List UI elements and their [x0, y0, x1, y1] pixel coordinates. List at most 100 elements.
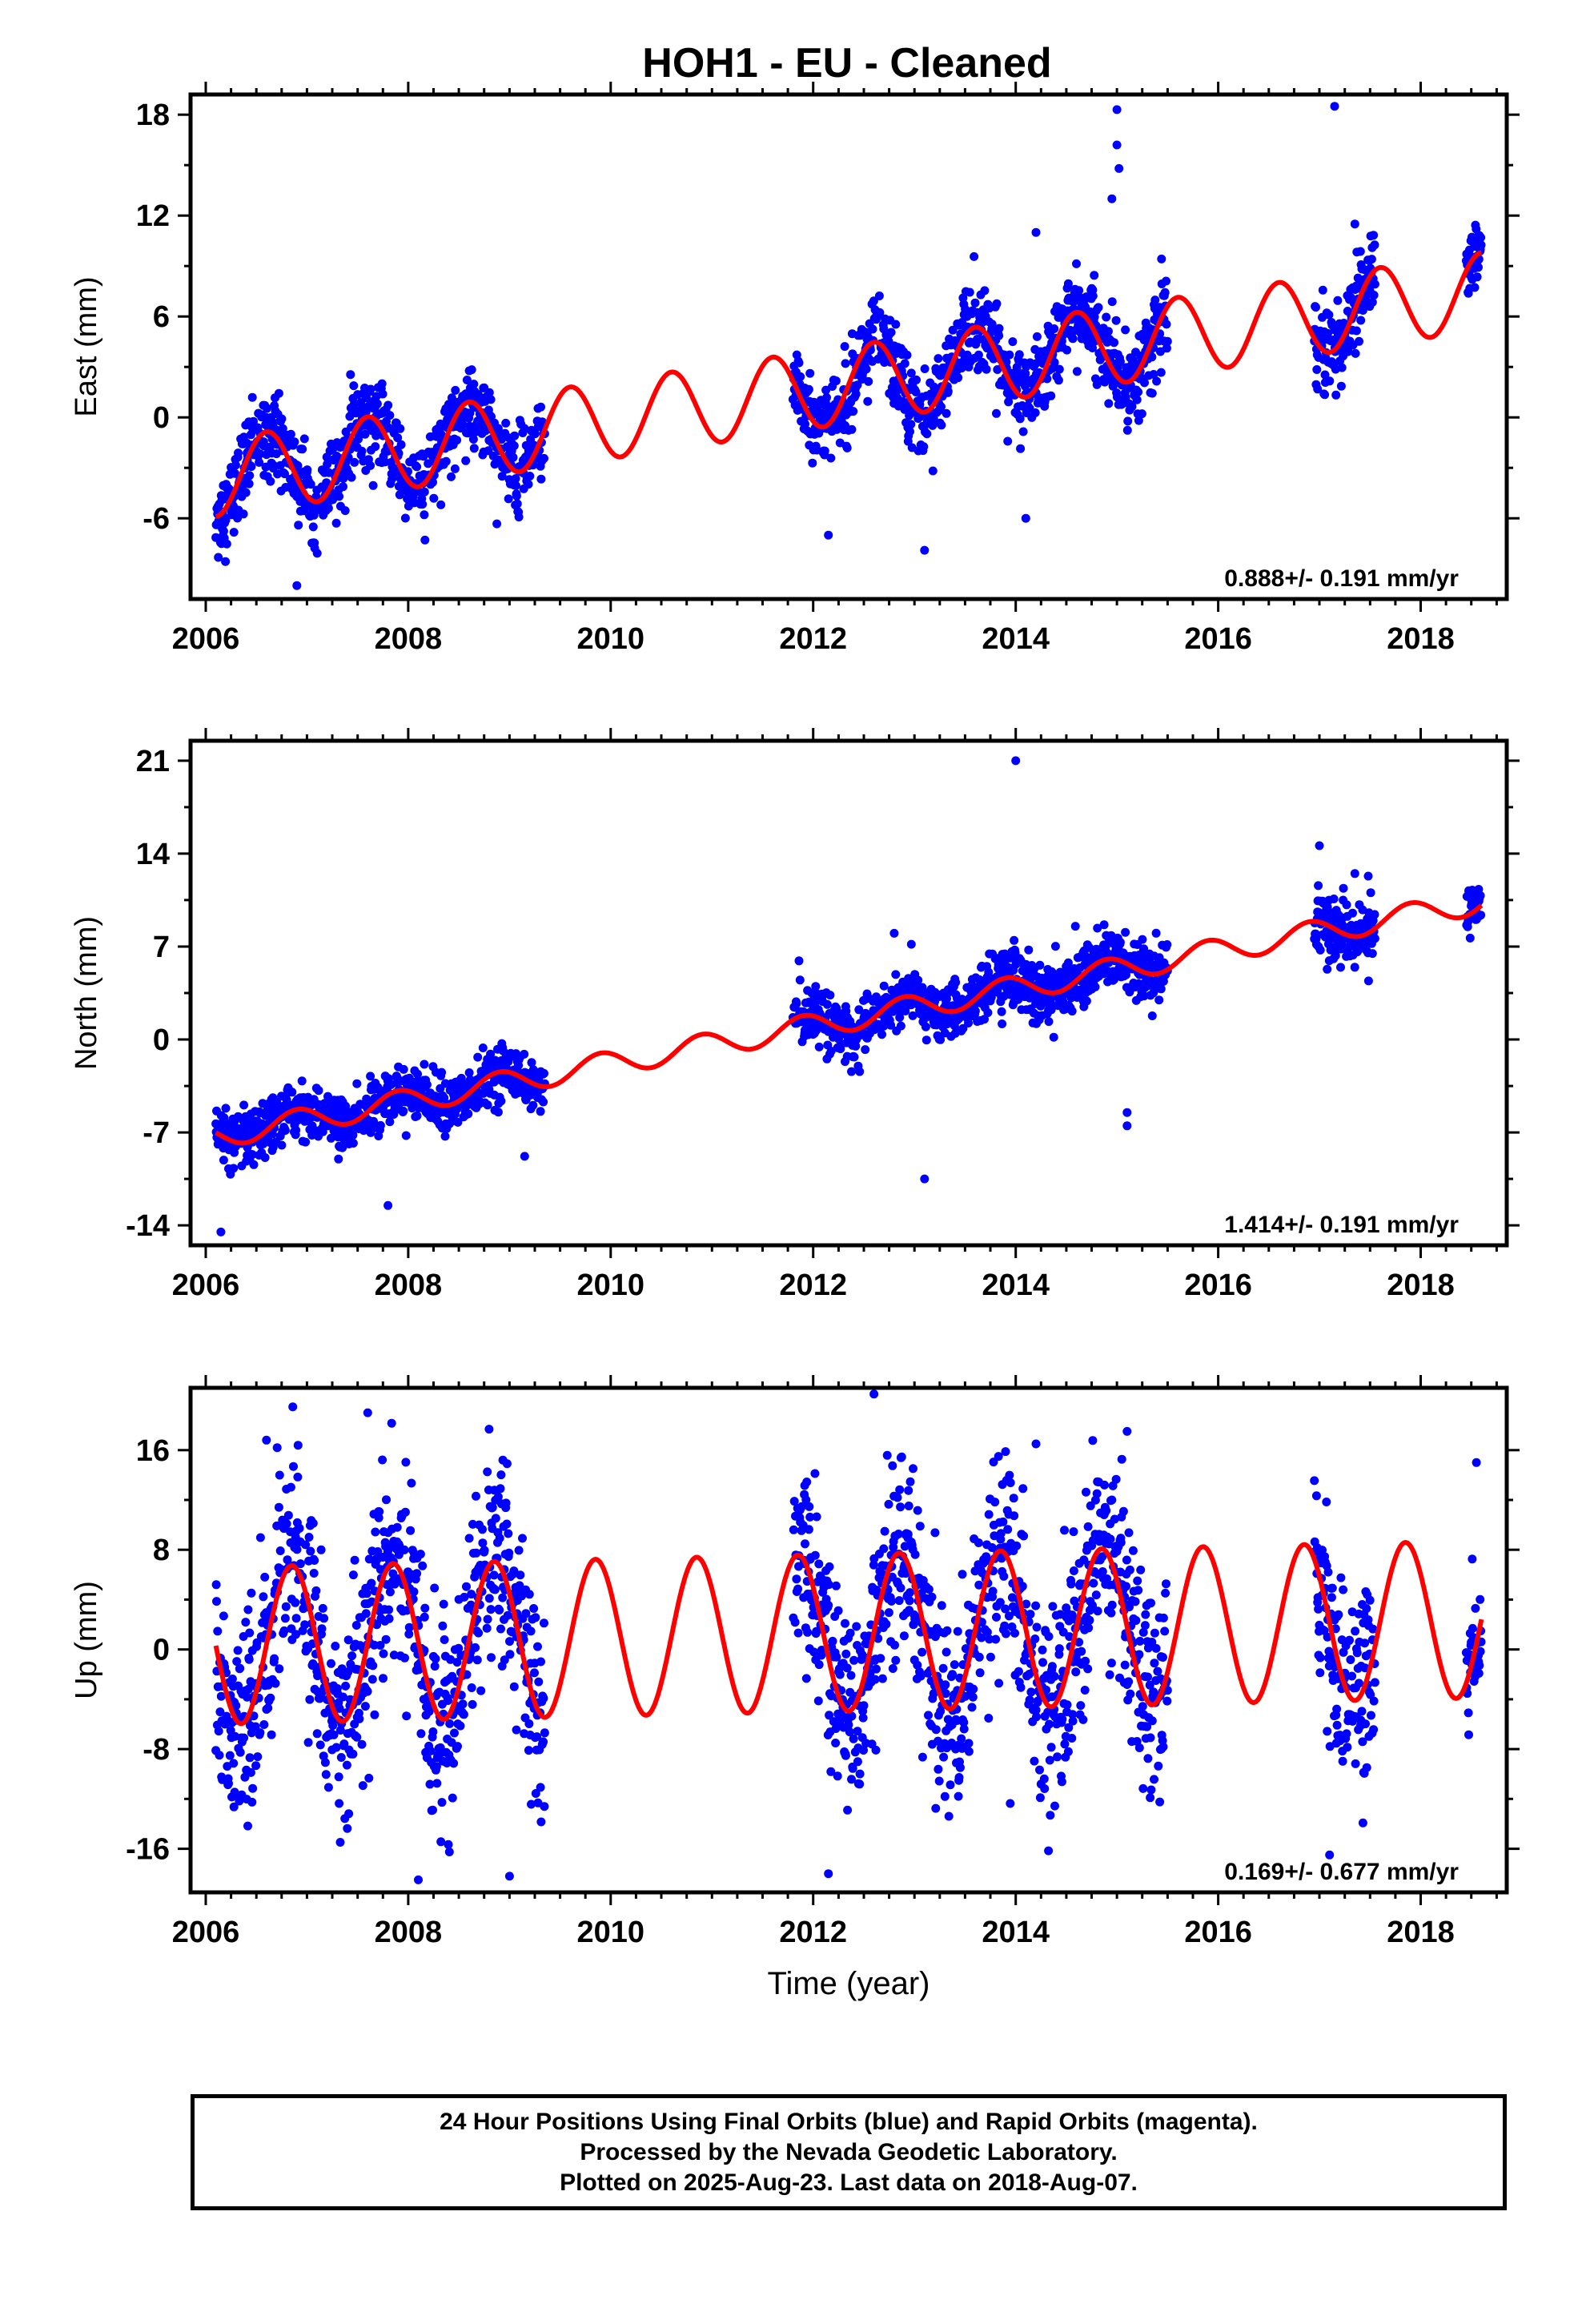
- x-tick-label: 2010: [577, 622, 645, 656]
- x-tick-label: 2012: [779, 1269, 847, 1302]
- data-point: [313, 1671, 323, 1681]
- data-point: [1140, 378, 1149, 388]
- data-point: [247, 392, 257, 402]
- data-point: [283, 1510, 293, 1520]
- data-point: [335, 492, 344, 501]
- data-point: [991, 1634, 1001, 1644]
- data-point: [992, 408, 1001, 418]
- data-point: [1134, 388, 1143, 396]
- data-point: [504, 1529, 513, 1538]
- data-point: [231, 460, 240, 470]
- data-point: [524, 1746, 533, 1755]
- data-point: [931, 1803, 941, 1813]
- data-point: [1011, 1602, 1021, 1612]
- data-point: [371, 442, 380, 452]
- data-point: [1149, 370, 1158, 379]
- data-point: [901, 1007, 910, 1015]
- data-point: [1082, 996, 1091, 1006]
- data-point: [905, 1596, 914, 1606]
- data-point-outlier: [1350, 869, 1359, 879]
- data-point: [514, 1546, 524, 1555]
- data-point: [853, 1727, 862, 1736]
- data-point: [1068, 334, 1078, 344]
- data-point: [424, 459, 433, 468]
- data-point: [216, 1691, 226, 1701]
- data-point: [1151, 928, 1161, 938]
- data-point: [1002, 1629, 1010, 1638]
- x-tick-label: 2010: [577, 1269, 645, 1302]
- data-point: [915, 1522, 925, 1531]
- data-point: [868, 324, 877, 334]
- data-point: [349, 381, 359, 391]
- data-point: [484, 1594, 494, 1603]
- data-point: [921, 1022, 930, 1031]
- data-point: [431, 1654, 440, 1663]
- data-point: [367, 1578, 376, 1588]
- velocity-annotation: 0.888+/- 0.191 mm/yr: [1224, 565, 1459, 592]
- data-point: [240, 1772, 250, 1782]
- data-point: [1156, 984, 1166, 994]
- data-point: [1018, 1582, 1027, 1591]
- data-point: [289, 1462, 298, 1471]
- data-point: [1006, 1478, 1015, 1487]
- data-point: [954, 1773, 964, 1782]
- data-point: [1476, 233, 1486, 243]
- data-point: [478, 1538, 488, 1548]
- data-point: [924, 1711, 933, 1720]
- y-axis-label: North (mm): [70, 916, 103, 1070]
- data-point: [348, 1131, 358, 1140]
- data-point: [851, 1041, 861, 1051]
- data-point: [995, 1598, 1005, 1607]
- data-point: [804, 1525, 813, 1534]
- data-point: [793, 1584, 803, 1594]
- data-point: [1325, 376, 1335, 386]
- data-point: [478, 1525, 487, 1534]
- data-point: [450, 1728, 459, 1738]
- data-point: [233, 1646, 243, 1655]
- data-point: [1331, 951, 1340, 960]
- data-point: [1062, 345, 1072, 355]
- data-point: [1001, 1604, 1010, 1614]
- data-point: [1474, 263, 1483, 272]
- data-point: [1367, 949, 1377, 959]
- data-point: [1147, 1011, 1157, 1020]
- data-point: [905, 1588, 914, 1598]
- data-point: [847, 1711, 857, 1721]
- data-point: [295, 1523, 304, 1533]
- data-point: [917, 1647, 927, 1657]
- data-point: [270, 1654, 279, 1663]
- data-point: [1157, 254, 1166, 263]
- data-point: [858, 1713, 868, 1723]
- data-point: [339, 482, 347, 492]
- data-point: [366, 460, 375, 470]
- data-point: [516, 1570, 525, 1580]
- data-point: [436, 500, 446, 509]
- data-point: [241, 1618, 251, 1627]
- data-point: [849, 1734, 858, 1743]
- data-point: [982, 344, 992, 353]
- data-point: [342, 1760, 351, 1770]
- data-point: [468, 435, 478, 444]
- data-point: [235, 1747, 245, 1757]
- data-point: [954, 373, 963, 383]
- data-point: [437, 1798, 447, 1807]
- data-point: [987, 320, 997, 329]
- data-point: [521, 1609, 531, 1618]
- data-point: [974, 1652, 984, 1662]
- data-point: [378, 389, 387, 399]
- data-point: [1009, 1494, 1018, 1503]
- data-point: [453, 1742, 462, 1751]
- data-point: [948, 1670, 958, 1679]
- data-point: [305, 1695, 315, 1704]
- data-point: [970, 251, 979, 261]
- data-point: [452, 1104, 462, 1114]
- data-point: [906, 368, 916, 378]
- data-point: [414, 1665, 424, 1675]
- data-point: [974, 1580, 984, 1590]
- data-point: [505, 1637, 514, 1647]
- data-point: [331, 518, 341, 528]
- data-point: [429, 493, 439, 503]
- data-point: [1336, 963, 1345, 972]
- data-point: [444, 1696, 452, 1705]
- data-point: [400, 513, 410, 523]
